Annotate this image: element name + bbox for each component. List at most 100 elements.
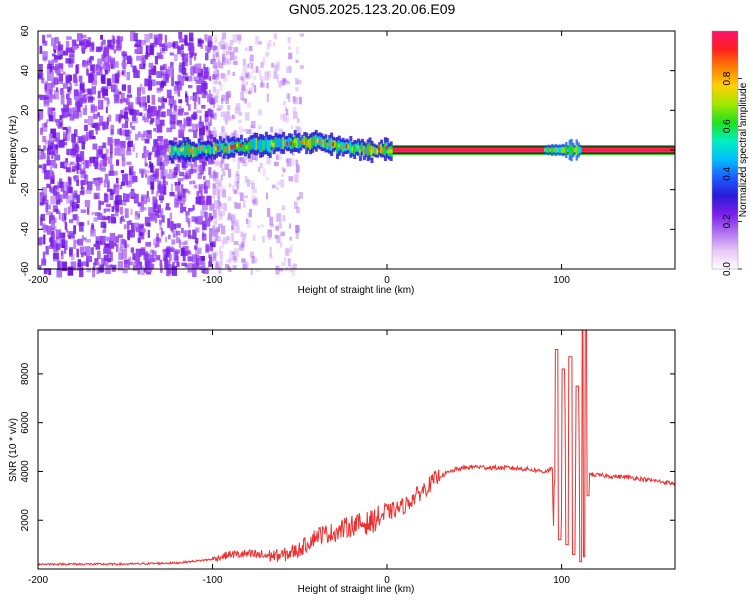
spectrogram-noise-cell: [85, 160, 89, 169]
spectrogram-noise-cell: [50, 212, 53, 217]
spectrogram-noise-cell: [185, 91, 188, 98]
spectrogram-noise-cell: [276, 213, 282, 222]
spectrogram-noise-cell: [186, 116, 191, 121]
spectrogram-noise-cell: [203, 181, 207, 190]
spectrogram-noise-cell: [128, 261, 133, 266]
spectrogram-noise-cell: [49, 66, 53, 72]
spectrogram-noise-cell: [104, 173, 109, 184]
spectrogram-noise-cell: [215, 261, 219, 269]
spectrogram-noise-cell: [53, 90, 59, 100]
spectrogram-noise-cell: [290, 244, 293, 253]
spectrogram-noise-cell: [162, 249, 166, 253]
spectrogram-signal-cell: [293, 139, 297, 144]
spectrogram-noise-cell: [203, 82, 208, 90]
spectrogram-noise-cell: [242, 200, 246, 208]
spectrogram-noise-cell: [241, 97, 245, 102]
snr-x-tick-label: 100: [553, 575, 570, 586]
spectrogram-noise-cell: [166, 155, 170, 165]
spectrogram-noise-cell: [291, 125, 294, 129]
spectrogram-noise-cell: [122, 268, 128, 274]
spectrogram-noise-cell: [76, 239, 79, 244]
spectrogram-signal-cell: [222, 142, 226, 155]
spectrogram-noise-cell: [197, 84, 201, 91]
spectrogram-noise-cell: [41, 186, 47, 197]
spectrogram-noise-cell: [84, 119, 88, 124]
spectrogram-noise-cell: [93, 217, 98, 222]
spectrogram-noise-cell: [91, 43, 95, 51]
spectrogram-noise-cell: [115, 236, 120, 243]
spectrogram-noise-cell: [86, 69, 89, 76]
spectrogram-noise-cell: [159, 169, 165, 179]
spectrogram-noise-cell: [245, 218, 249, 224]
spectrogram-noise-cell: [252, 199, 257, 204]
spectrogram-noise-cell: [219, 62, 224, 69]
spectrogram-noise-cell: [150, 118, 155, 123]
spectrogram-signal-cell: [566, 148, 570, 152]
spectrogram-noise-cell: [192, 267, 197, 278]
spectrogram-noise-cell: [115, 191, 119, 197]
spectrogram-noise-cell: [168, 253, 172, 261]
spectrogram-noise-cell: [127, 230, 131, 241]
spectrogram-noise-cell: [109, 189, 114, 196]
spectrogram-noise-cell: [279, 268, 284, 272]
spectrogram-noise-cell: [169, 52, 174, 56]
spectrogram-signal-cell: [259, 139, 263, 153]
spectrogram-signal-cell: [264, 136, 268, 149]
spectrogram-noise-cell: [123, 54, 128, 61]
spectrogram-noise-cell: [134, 109, 139, 116]
spectrogram-noise-cell: [160, 145, 164, 151]
spectrogram-noise-cell: [295, 224, 299, 234]
spectrogram-noise-cell: [120, 140, 126, 149]
spectrogram-noise-cell: [66, 126, 72, 133]
spectrogram-noise-cell: [181, 76, 185, 86]
spectrogram-noise-cell: [109, 264, 113, 268]
spectrogram-noise-cell: [216, 189, 220, 198]
spectrogram-signal-cell: [214, 146, 218, 151]
spectrogram-signal-cell: [301, 139, 305, 144]
spectrogram-noise-cell: [95, 240, 101, 250]
spectrogram-noise-cell: [233, 189, 238, 194]
spectrogram-noise-cell: [232, 265, 237, 270]
spectrogram-noise-cell: [287, 258, 291, 267]
spectrogram-noise-cell: [197, 165, 200, 172]
spectrogram-noise-cell: [138, 223, 144, 229]
spectrogram-noise-cell: [236, 34, 242, 41]
spectrogram-noise-cell: [134, 222, 139, 229]
spectrogram-signal-cell: [287, 137, 291, 147]
spectrogram-signal-cell: [255, 137, 259, 151]
spectrogram-noise-cell: [86, 267, 91, 273]
spectrogram-noise-cell: [188, 250, 191, 254]
spectrogram-noise-cell: [193, 100, 197, 110]
spectrogram-noise-cell: [95, 46, 102, 53]
spectrogram-noise-cell: [146, 109, 152, 119]
spectrogram-noise-cell: [128, 102, 134, 109]
spectrogram-noise-cell: [111, 264, 117, 269]
spectrogram-noise-cell: [226, 93, 232, 98]
colorbar-frame: [711, 30, 739, 270]
spectrogram-noise-cell: [162, 251, 166, 259]
spectrogram-noise-cell: [213, 220, 218, 225]
spectrogram-noise-cell: [267, 229, 272, 238]
spectrogram-signal-cell: [318, 136, 322, 146]
spectrogram-noise-cell: [227, 69, 231, 75]
spectrogram-noise-cell: [77, 259, 81, 267]
spectrogram-noise-cell: [292, 111, 298, 119]
spectrogram-noise-cell: [49, 245, 54, 249]
spectrogram-noise-cell: [73, 96, 80, 100]
spectrogram-noise-cell: [93, 243, 98, 248]
spectrogram-noise-cell: [119, 146, 126, 156]
spectrogram-y-tick-label: -60: [20, 261, 31, 276]
spectrogram-noise-cell: [234, 55, 238, 61]
spectrogram-noise-cell: [105, 264, 111, 275]
spectrogram-x-tick-label: 0: [384, 275, 390, 286]
spectrogram-noise-cell: [76, 216, 80, 225]
spectrogram-noise-cell: [142, 59, 146, 67]
spectrogram-noise-cell: [185, 230, 191, 237]
spectrogram-noise-cell: [57, 79, 64, 84]
spectrogram-noise-cell: [152, 250, 157, 257]
spectrogram-noise-cell: [226, 50, 232, 55]
spectrogram-noise-cell: [41, 78, 45, 84]
spectrogram-noise-cell: [135, 133, 139, 141]
spectrogram-noise-cell: [296, 118, 300, 123]
spectrogram-noise-cell: [160, 227, 163, 237]
